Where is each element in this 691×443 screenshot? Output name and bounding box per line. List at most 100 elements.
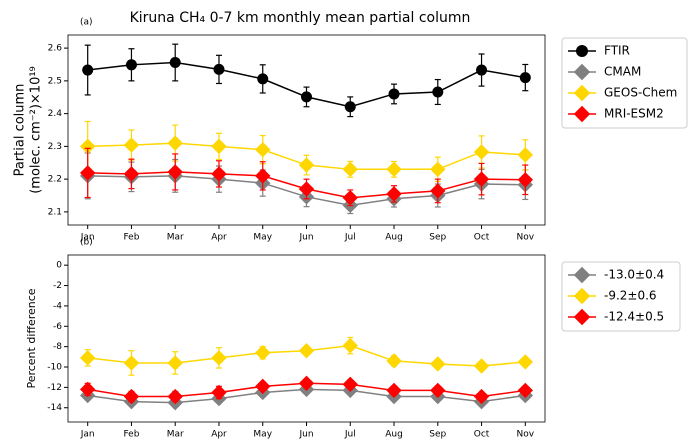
marker	[125, 59, 137, 71]
marker	[342, 376, 358, 393]
x-tick-label: Aug	[385, 233, 403, 243]
marker	[298, 181, 315, 197]
legend-label: -9.2±0.6	[604, 289, 657, 303]
legend-label: -13.0±0.4	[604, 268, 664, 282]
x-tick-label: Jun	[298, 430, 313, 440]
legend-marker	[573, 63, 591, 81]
marker	[255, 345, 271, 361]
legend-label: CMAM	[604, 65, 641, 79]
x-tick-label: May	[253, 430, 272, 440]
x-tick-label: Nov	[517, 233, 535, 243]
marker	[211, 350, 227, 366]
marker	[82, 64, 94, 76]
marker	[430, 356, 446, 372]
y-tick-label: 2.1	[48, 207, 62, 217]
chart-title: Kiruna CH₄ 0-7 km monthly mean partial c…	[130, 10, 471, 26]
x-tick-label: Nov	[517, 430, 535, 440]
marker	[517, 354, 534, 370]
marker	[123, 355, 140, 371]
marker	[298, 343, 315, 359]
marker	[301, 91, 312, 103]
marker	[432, 86, 444, 98]
legend-marker	[573, 287, 591, 305]
marker	[79, 381, 96, 398]
marker	[342, 190, 358, 206]
marker	[211, 384, 227, 401]
marker	[386, 161, 402, 178]
y-tick-label: 2.6	[48, 44, 63, 54]
y-axis-label: Percent difference	[25, 288, 38, 388]
marker	[430, 161, 446, 178]
x-tick-label: Jul	[344, 430, 356, 440]
legend-box	[561, 261, 681, 332]
y-tick-label: 2.3	[48, 142, 62, 152]
marker	[167, 355, 183, 371]
x-tick-label: Sep	[429, 430, 446, 440]
legend-box	[561, 37, 688, 129]
y-axis-label: Partial column	[13, 84, 28, 177]
legend-marker	[573, 105, 591, 123]
y-tick-label: -10	[47, 363, 62, 373]
y-tick-label: 2.5	[48, 76, 62, 86]
x-tick-label: Oct	[474, 430, 490, 440]
legend-label: GEOS-Chem	[604, 86, 677, 100]
x-tick-label: Apr	[211, 233, 227, 243]
marker	[123, 388, 140, 405]
y-tick-label: -12	[47, 383, 62, 393]
y-tick-label: -2	[53, 281, 62, 291]
marker	[123, 166, 140, 182]
legend-marker	[573, 84, 591, 102]
x-tick-label: Oct	[474, 233, 490, 243]
y-tick-label: -4	[53, 301, 62, 311]
x-tick-label: Aug	[385, 430, 403, 440]
x-tick-label: May	[253, 233, 272, 243]
marker	[211, 138, 227, 155]
marker	[388, 88, 400, 100]
marker	[79, 350, 96, 366]
x-tick-label: Jan	[80, 430, 95, 440]
y-axis-label: (molec. cm⁻²)×10¹⁹	[29, 66, 44, 194]
marker	[298, 157, 315, 173]
marker	[79, 165, 96, 181]
marker	[430, 382, 446, 399]
x-tick-label: Sep	[429, 233, 446, 243]
x-tick-label: Mar	[167, 233, 184, 243]
marker	[386, 382, 402, 399]
marker	[342, 337, 358, 354]
series	[79, 147, 534, 207]
series	[79, 375, 534, 405]
marker	[255, 141, 271, 158]
legend-marker	[573, 266, 591, 284]
y-tick-label: 2.4	[48, 109, 63, 119]
marker	[473, 144, 490, 160]
marker	[298, 375, 315, 392]
marker	[211, 166, 227, 182]
y-tick-label: -14	[47, 403, 62, 413]
marker	[167, 135, 183, 151]
y-tick-label: -8	[53, 342, 62, 352]
marker	[386, 186, 402, 202]
x-tick-label: Apr	[211, 430, 227, 440]
marker	[476, 64, 488, 76]
y-tick-label: 0	[56, 261, 62, 271]
y-tick-label: -6	[53, 322, 62, 332]
x-tick-label: Jul	[344, 233, 356, 243]
marker	[213, 63, 225, 75]
marker	[473, 358, 490, 374]
marker	[519, 72, 531, 84]
marker	[344, 101, 356, 113]
marker	[167, 388, 183, 405]
panel-label: (b)	[80, 238, 93, 248]
marker	[386, 353, 402, 369]
x-tick-label: Jan	[80, 233, 95, 243]
marker	[517, 147, 534, 163]
marker	[255, 168, 271, 184]
x-tick-label: Feb	[123, 233, 139, 243]
legend-label: FTIR	[604, 44, 630, 58]
marker	[473, 171, 490, 187]
marker	[169, 57, 181, 69]
marker	[123, 137, 140, 153]
marker	[167, 164, 183, 180]
x-tick-label: Jun	[298, 233, 313, 243]
